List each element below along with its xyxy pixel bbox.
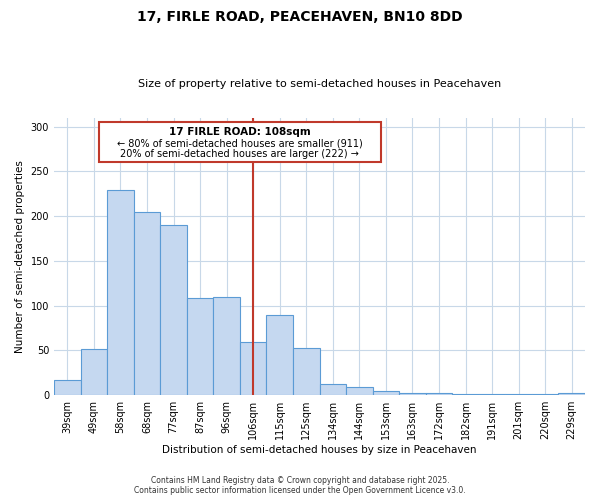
Bar (399, 392, 426, 395)
Bar (80, 348, 107, 395)
X-axis label: Distribution of semi-detached houses by size in Peacehaven: Distribution of semi-detached houses by … (162, 445, 477, 455)
Text: 17 FIRLE ROAD: 108sqm: 17 FIRLE ROAD: 108sqm (169, 126, 311, 136)
Bar (479, 394, 505, 395)
Bar (373, 390, 399, 395)
Y-axis label: Number of semi-detached properties: Number of semi-detached properties (15, 160, 25, 353)
Bar (320, 384, 346, 395)
Text: 17, FIRLE ROAD, PEACEHAVEN, BN10 8DD: 17, FIRLE ROAD, PEACEHAVEN, BN10 8DD (137, 10, 463, 24)
Bar (187, 298, 214, 395)
Bar (240, 342, 266, 395)
Bar (452, 394, 479, 395)
Bar (426, 394, 452, 395)
Bar (505, 394, 532, 395)
Bar (54, 380, 80, 395)
Bar (134, 212, 160, 395)
Bar (532, 394, 559, 395)
Bar (160, 225, 187, 395)
FancyBboxPatch shape (99, 122, 380, 162)
Bar (559, 394, 585, 395)
Text: ← 80% of semi-detached houses are smaller (911): ← 80% of semi-detached houses are smalle… (117, 138, 363, 148)
Title: Size of property relative to semi-detached houses in Peacehaven: Size of property relative to semi-detach… (138, 79, 501, 89)
Bar (293, 348, 320, 395)
Bar (214, 296, 240, 395)
Bar (266, 314, 293, 395)
Bar (107, 190, 134, 395)
Text: Contains HM Land Registry data © Crown copyright and database right 2025.
Contai: Contains HM Land Registry data © Crown c… (134, 476, 466, 495)
Text: 20% of semi-detached houses are larger (222) →: 20% of semi-detached houses are larger (… (121, 149, 359, 159)
Bar (346, 387, 373, 395)
